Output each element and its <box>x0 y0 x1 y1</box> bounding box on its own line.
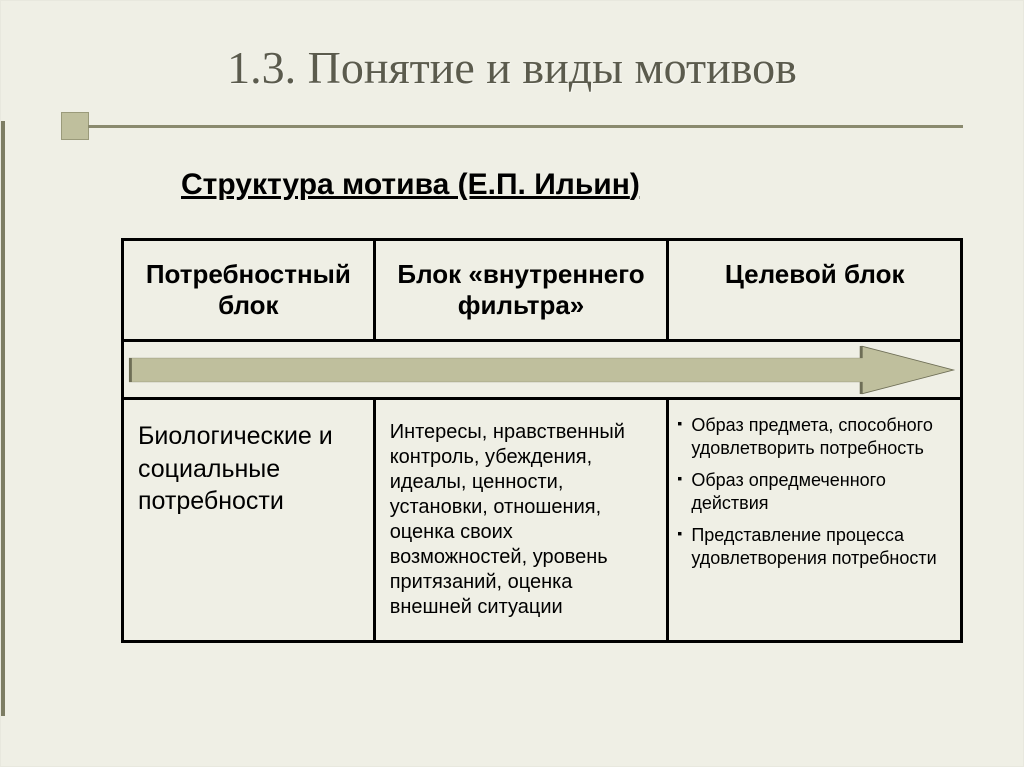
subtitle-close-paren: ) <box>630 168 640 201</box>
subtitle-text: Структура мотива (Е.П. Ильин <box>181 168 630 201</box>
left-accent-strip <box>1 121 5 716</box>
flow-arrow-icon <box>122 344 962 396</box>
title-rule <box>61 112 963 140</box>
list-item: Представление процесса удовлетворения по… <box>677 524 950 571</box>
list-item: Образ предмета, способного удовлетворить… <box>677 414 950 461</box>
subtitle: Структура мотива (Е.П. Ильин) <box>181 168 963 202</box>
table-content-row: Биологические и социальные потребности И… <box>123 399 962 642</box>
rule-square-icon <box>61 112 89 140</box>
rule-line <box>88 125 963 128</box>
cell-target: Образ предмета, способного удовлетворить… <box>668 399 962 642</box>
header-need-block: Потребностный блок <box>123 240 375 341</box>
motive-structure-table-wrap: Потребностный блок Блок «внутреннего фил… <box>121 238 963 643</box>
motive-structure-table: Потребностный блок Блок «внутреннего фил… <box>121 238 963 643</box>
arrow-row <box>123 341 962 399</box>
target-bullets: Образ предмета, способного удовлетворить… <box>677 414 950 570</box>
list-item: Образ опредмеченного действия <box>677 469 950 516</box>
header-filter-block: Блок «внутреннего фильтра» <box>374 240 668 341</box>
cell-filter: Интересы, нравственный контроль, убежден… <box>374 399 668 642</box>
header-target-block: Целевой блок <box>668 240 962 341</box>
table-header-row: Потребностный блок Блок «внутреннего фил… <box>123 240 962 341</box>
cell-needs: Биологические и социальные потребности <box>123 399 375 642</box>
arrow-cell <box>123 341 962 399</box>
slide-title: 1.3. Понятие и виды мотивов <box>61 41 963 94</box>
